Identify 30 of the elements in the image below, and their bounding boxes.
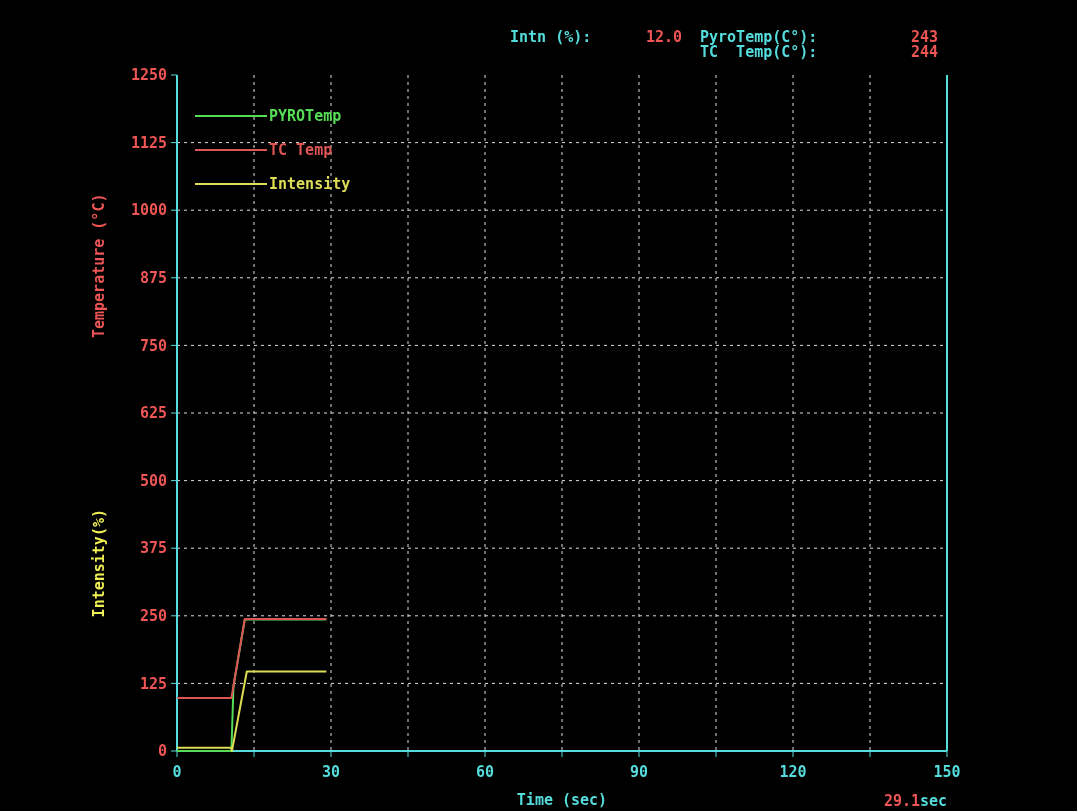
text: 243 xyxy=(910,28,938,46)
y-tick-label: 250 xyxy=(139,607,167,626)
text: Intn (%): xyxy=(510,28,592,46)
y-tick-label: 625 xyxy=(139,404,167,423)
x-tick-label: 30 xyxy=(321,763,341,781)
y-tick-label: 1000 xyxy=(130,201,167,220)
y-tick-label: 0 xyxy=(157,742,167,761)
text: sec xyxy=(920,792,948,810)
y-tick-label: 875 xyxy=(139,269,167,288)
legend-label: PYROTemp xyxy=(269,107,342,126)
text: PyroTemp(C°): xyxy=(700,28,818,46)
y-tick-label: 1250 xyxy=(130,66,167,85)
legend-label: TC Temp xyxy=(269,141,333,160)
x-tick-label: 0 xyxy=(172,763,182,781)
legend-label: Intensity xyxy=(269,175,351,194)
y-axis-title: Temperature (°C) xyxy=(90,193,108,339)
x-axis-title: Time (sec) xyxy=(516,791,608,809)
y2-axis-title: Intensity(%) xyxy=(90,509,108,618)
x-tick-label: 120 xyxy=(779,763,807,781)
y-tick-label: 375 xyxy=(139,539,167,558)
y-tick-label: 750 xyxy=(139,336,167,355)
x-tick-label: 150 xyxy=(933,763,961,781)
text: 29.1 xyxy=(883,792,920,810)
text: 12.0 xyxy=(645,28,682,46)
y-tick-label: 1125 xyxy=(130,133,167,152)
x-tick-label: 90 xyxy=(629,763,649,781)
x-tick-label: 60 xyxy=(475,763,495,781)
y-tick-label: 500 xyxy=(139,471,167,490)
text: 244 xyxy=(910,43,938,61)
y-tick-label: 125 xyxy=(139,674,167,693)
